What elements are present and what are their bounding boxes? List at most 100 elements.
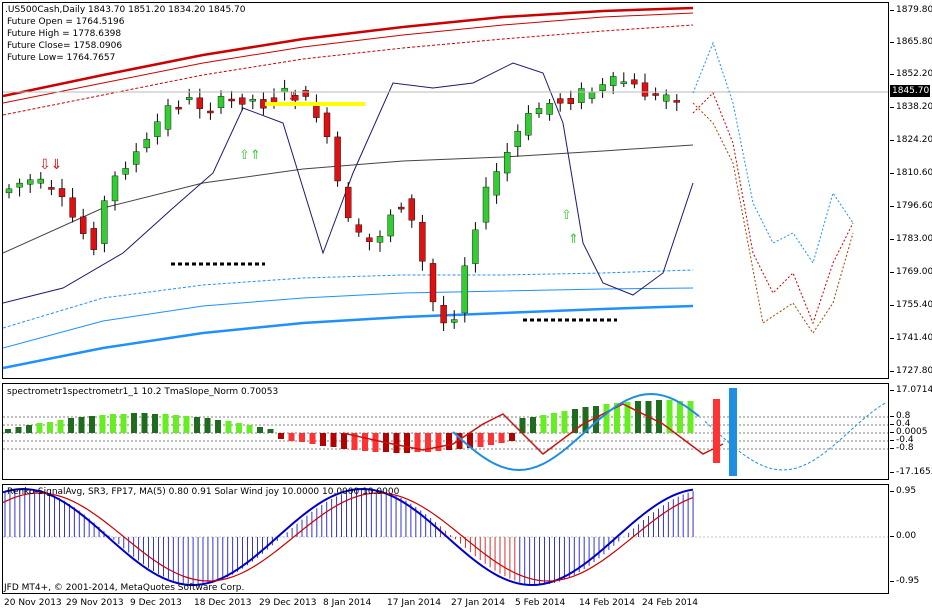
histogram-bar	[246, 425, 253, 433]
histogram-bar	[299, 433, 305, 442]
histogram-bar	[435, 433, 442, 451]
signal-label: Renko-SignalAvg, SR3, FP17, MA(5) 0.80 0…	[7, 487, 400, 497]
histogram-bar	[414, 433, 421, 452]
candle-body	[90, 228, 98, 250]
histogram-bar	[341, 433, 347, 449]
down-arrow-icon: ⇩⇓	[39, 157, 62, 173]
candle-body	[196, 97, 204, 109]
price-axis[interactable]: 1879.80 1865.80 1852.20 1838.20 1824.20 …	[889, 2, 932, 379]
candle-body	[27, 179, 34, 185]
histogram-bar	[330, 433, 337, 447]
histogram-bar	[183, 416, 190, 433]
oscillator-pane[interactable]: spectrometr1spectrometr1_1 10.2 TmaSlope…	[2, 383, 889, 480]
histogram-bar	[477, 433, 484, 447]
histogram-bar	[15, 427, 22, 433]
price-tick: 1838.20	[889, 102, 932, 112]
candle-body	[111, 175, 119, 202]
price-chart-canvas[interactable]: ⇩⇓⇓⇧⇑⇧⇑	[3, 3, 889, 379]
signal-blue-line	[3, 487, 694, 586]
date-tick: 24 Feb 2014	[642, 598, 699, 608]
osc-signal-bar	[713, 399, 720, 463]
date-tick: 27 Jan 2014	[451, 598, 505, 608]
candle-body	[228, 98, 235, 102]
osc-tick: -0.4	[890, 435, 914, 445]
histogram-bar	[110, 414, 116, 433]
osc-tick: -0.8	[890, 443, 914, 453]
candle-body	[631, 79, 638, 85]
histogram-bar	[99, 415, 106, 433]
candle-body	[652, 93, 659, 96]
osc-blue-wave	[452, 392, 700, 472]
histogram-bar	[351, 433, 358, 450]
candle-body	[185, 97, 193, 100]
histogram-bar	[288, 433, 295, 441]
candle-body	[175, 106, 182, 110]
candle-body	[419, 221, 426, 262]
price-tick: 1796.60	[889, 201, 932, 211]
candle-body	[366, 237, 373, 243]
osc-signal-bar	[729, 388, 737, 476]
candle-body	[292, 95, 299, 101]
histogram-bar	[393, 433, 400, 453]
candle-body	[546, 103, 553, 115]
histogram-bar	[498, 433, 505, 443]
candle-body	[451, 319, 458, 323]
ma-blue-thin	[3, 287, 694, 349]
candle-body	[238, 97, 246, 105]
histogram-bar	[687, 401, 694, 433]
ma-blue-dashed	[3, 269, 694, 329]
bollinger-band	[3, 62, 694, 304]
candle-body	[132, 151, 140, 165]
candle-body	[493, 171, 500, 196]
histogram-bar	[257, 427, 263, 433]
price-tick: 1810.60	[889, 168, 932, 178]
histogram-bar	[372, 433, 379, 452]
up-arrow-icon: ⇧	[561, 208, 572, 223]
candle-body	[567, 98, 574, 104]
signal-axis[interactable]: 0.95 0.00 -0.95	[889, 484, 932, 594]
oscillator-canvas[interactable]	[3, 384, 889, 480]
histogram-bar	[215, 420, 221, 433]
candle-body	[376, 236, 384, 243]
histogram-bar	[194, 417, 200, 433]
histogram-bar	[635, 401, 641, 433]
ma-red-thick	[3, 6, 694, 98]
histogram-bar	[467, 433, 473, 448]
histogram-bar	[425, 433, 431, 452]
signal-canvas[interactable]	[3, 485, 889, 594]
histogram-bar	[120, 414, 127, 433]
candle-body	[249, 98, 257, 102]
candle-body	[663, 94, 670, 102]
ma-red-thin	[3, 12, 694, 104]
histogram-bar	[236, 423, 242, 433]
candle-body	[610, 76, 617, 86]
histogram-bar	[572, 409, 578, 433]
histogram-bar	[614, 403, 620, 433]
osc-red-line	[342, 403, 724, 455]
time-axis[interactable]: 20 Nov 2013 29 Nov 2013 9 Dec 2013 18 De…	[0, 596, 890, 613]
candle-body	[122, 168, 129, 175]
candle-body	[334, 136, 341, 182]
price-tick: 1727.80	[889, 366, 932, 376]
histogram-bar	[57, 420, 64, 433]
signal-tick: 0.95	[889, 486, 917, 496]
histogram-bar	[89, 416, 95, 433]
candle-body	[557, 98, 564, 104]
histogram-bar	[656, 400, 662, 433]
histogram-bar	[68, 418, 74, 433]
histogram-bar	[603, 404, 610, 433]
current-price-tag: 1845.70	[890, 85, 930, 97]
candle-body	[535, 108, 543, 115]
oscillator-axis[interactable]: 17.0714 0.8 0.4 0.0005 -0.4 -0.8 -17.165…	[889, 383, 932, 480]
histogram-bar	[404, 433, 410, 453]
signal-pane[interactable]: Renko-SignalAvg, SR3, FP17, MA(5) 0.80 0…	[2, 484, 889, 594]
histogram-bar	[456, 433, 463, 449]
candle-body	[673, 100, 680, 103]
candle-body	[387, 214, 394, 237]
candle-body	[472, 229, 479, 264]
candle-body	[16, 182, 23, 188]
candle-body	[143, 138, 151, 149]
histogram-bar	[5, 429, 11, 433]
price-chart-pane[interactable]: ⇩⇓ ⇓ ⇧⇑ ⇧ ⇑ .US500Cash,Daily 1843.70 1851.20…	[2, 2, 889, 379]
candle-body	[440, 305, 447, 324]
